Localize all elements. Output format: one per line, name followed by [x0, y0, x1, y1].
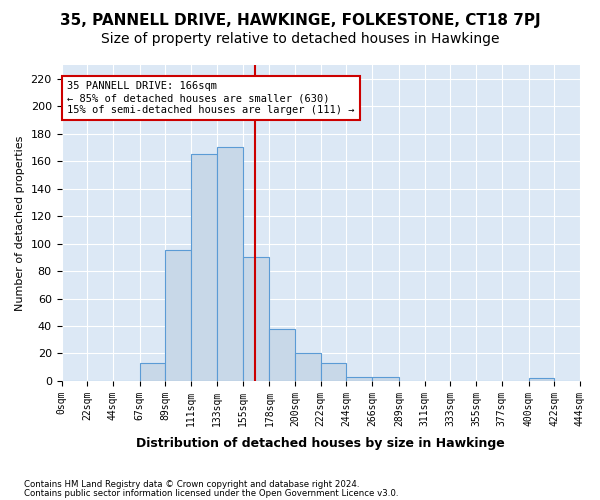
Bar — [166, 250, 191, 381]
Bar — [269, 328, 295, 381]
Bar — [242, 258, 269, 381]
Text: 35 PANNELL DRIVE: 166sqm
← 85% of detached houses are smaller (630)
15% of semi-: 35 PANNELL DRIVE: 166sqm ← 85% of detach… — [67, 82, 355, 114]
Bar — [372, 377, 399, 381]
Text: Contains HM Land Registry data © Crown copyright and database right 2024.: Contains HM Land Registry data © Crown c… — [24, 480, 359, 489]
Y-axis label: Number of detached properties: Number of detached properties — [15, 136, 25, 310]
Bar — [191, 154, 217, 381]
Bar — [217, 148, 242, 381]
Bar — [140, 363, 166, 381]
Bar — [321, 363, 346, 381]
Text: 35, PANNELL DRIVE, HAWKINGE, FOLKESTONE, CT18 7PJ: 35, PANNELL DRIVE, HAWKINGE, FOLKESTONE,… — [59, 12, 541, 28]
Bar — [346, 377, 372, 381]
Bar — [295, 354, 321, 381]
Text: Contains public sector information licensed under the Open Government Licence v3: Contains public sector information licen… — [24, 490, 398, 498]
X-axis label: Distribution of detached houses by size in Hawkinge: Distribution of detached houses by size … — [136, 437, 505, 450]
Bar — [529, 378, 554, 381]
Text: Size of property relative to detached houses in Hawkinge: Size of property relative to detached ho… — [101, 32, 499, 46]
